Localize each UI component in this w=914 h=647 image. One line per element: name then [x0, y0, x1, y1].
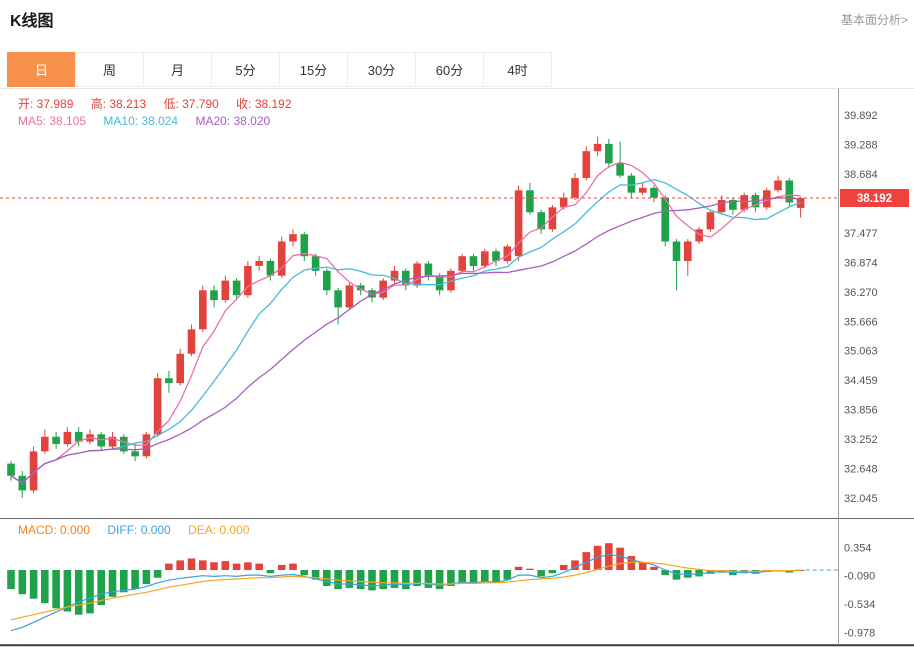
ma20-value: MA20: 38.020 — [195, 114, 271, 128]
ma10-value: MA10: 38.024 — [103, 114, 179, 128]
ohlc-legend: 开: 37.989 高: 38.213 低: 37.790 收: 38.192 — [18, 95, 306, 112]
dea-value: DEA: 0.000 — [188, 523, 250, 537]
svg-text:32.648: 32.648 — [844, 464, 878, 476]
fundamental-analysis-link[interactable]: 基本面分析> — [840, 13, 908, 27]
ohlc-low: 低: 37.790 — [163, 97, 219, 111]
price-axis-labels: 39.892 39.288 38.684 37.477 36.874 36.270 35.6… — [844, 110, 878, 505]
page-title: K线图 — [10, 13, 54, 30]
tab-week[interactable]: 周 — [75, 52, 144, 87]
svg-text:38.684: 38.684 — [844, 169, 878, 181]
tab-4hour[interactable]: 4时 — [483, 52, 552, 87]
svg-text:35.666: 35.666 — [844, 316, 878, 328]
current-price-tag: 38.192 — [840, 189, 909, 207]
svg-text:0.354: 0.354 — [844, 542, 872, 554]
frame-lines — [0, 88, 914, 647]
svg-text:36.270: 36.270 — [844, 287, 878, 299]
svg-text:38.192: 38.192 — [857, 193, 892, 205]
macd-value: MACD: 0.000 — [18, 523, 91, 537]
svg-text:39.892: 39.892 — [844, 110, 878, 122]
tab-5min[interactable]: 5分 — [211, 52, 280, 87]
ma20-line — [10, 197, 801, 484]
macd-diff-line — [10, 554, 801, 632]
svg-text:32.045: 32.045 — [844, 493, 878, 505]
tab-60min[interactable]: 60分 — [415, 52, 484, 87]
macd-legend: MACD: 0.000 DIFF: 0.000 DEA: 0.000 — [18, 523, 263, 537]
tab-day[interactable]: 日 — [7, 52, 76, 87]
tab-30min[interactable]: 30分 — [347, 52, 416, 87]
interval-tabs: 日 周 月 5分 15分 30分 60分 4时 — [7, 52, 552, 87]
tab-15min[interactable]: 15分 — [279, 52, 348, 87]
macd-axis-labels: 0.354 -0.090 -0.534 -0.978 — [844, 542, 875, 639]
svg-text:35.063: 35.063 — [844, 346, 878, 358]
ma-legend: MA5: 38.105 MA10: 38.024 MA20: 38.020 — [18, 114, 284, 128]
candles-group — [7, 136, 805, 498]
ma5-line — [10, 161, 801, 484]
ma10-line — [10, 178, 801, 484]
svg-text:34.459: 34.459 — [844, 375, 878, 387]
svg-text:33.856: 33.856 — [844, 405, 878, 417]
svg-text:-0.534: -0.534 — [844, 599, 875, 611]
diff-value: DIFF: 0.000 — [107, 523, 171, 537]
ohlc-high: 高: 38.213 — [90, 97, 147, 111]
svg-text:39.288: 39.288 — [844, 139, 878, 151]
tab-month[interactable]: 月 — [143, 52, 212, 87]
ohlc-open: 开: 37.989 — [18, 97, 74, 111]
svg-text:36.874: 36.874 — [844, 257, 878, 269]
svg-text:37.477: 37.477 — [844, 228, 878, 240]
macd-histogram — [7, 543, 805, 615]
ohlc-close: 收: 38.192 — [236, 97, 292, 111]
svg-text:-0.978: -0.978 — [844, 627, 875, 639]
svg-text:33.252: 33.252 — [844, 434, 878, 446]
ma5-value: MA5: 38.105 — [18, 114, 87, 128]
svg-text:-0.090: -0.090 — [844, 571, 875, 583]
macd-dea-line — [10, 561, 801, 621]
